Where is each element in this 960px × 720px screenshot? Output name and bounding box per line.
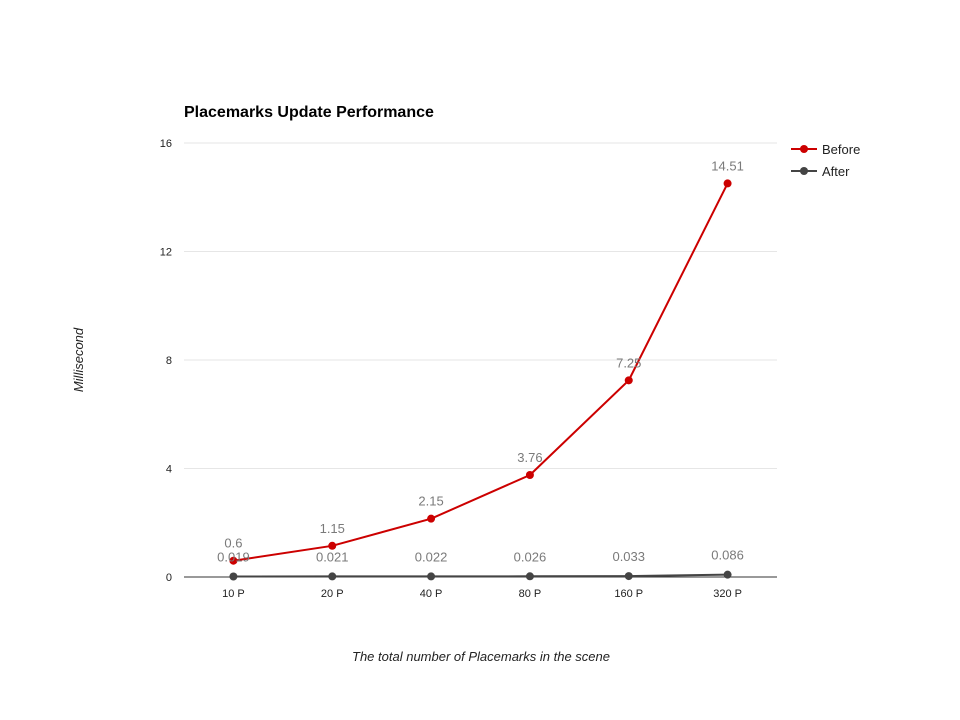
chart-title: Placemarks Update Performance bbox=[184, 104, 434, 121]
x-axis-ticks: 10 P 20 P 40 P 80 P 160 P 320 P bbox=[222, 588, 742, 600]
data-point-before bbox=[427, 514, 436, 523]
data-label-before: 3.76 bbox=[517, 450, 542, 465]
data-point-before bbox=[229, 556, 238, 565]
data-point-after bbox=[525, 572, 534, 581]
data-point-before bbox=[624, 376, 633, 385]
data-point-after bbox=[723, 570, 732, 579]
data-label-before: 14.51 bbox=[711, 158, 744, 173]
y-axis-title: Millisecond bbox=[71, 327, 86, 392]
data-label-before: 0.6 bbox=[224, 536, 242, 551]
y-tick-label: 12 bbox=[160, 247, 172, 259]
legend-label-after: After bbox=[822, 164, 850, 179]
data-label-before: 1.15 bbox=[320, 521, 345, 536]
data-label-before: 7.25 bbox=[616, 355, 641, 370]
series-group bbox=[229, 179, 732, 581]
legend-marker-after bbox=[800, 167, 808, 175]
legend-marker-before bbox=[800, 145, 808, 153]
y-tick-label: 16 bbox=[160, 138, 172, 150]
x-tick-label: 20 P bbox=[321, 588, 344, 600]
data-label-after: 0.019 bbox=[217, 549, 250, 564]
x-tick-label: 160 P bbox=[614, 588, 643, 600]
data-label-before: 2.15 bbox=[418, 494, 443, 509]
data-point-before bbox=[525, 471, 534, 480]
data-labels: 0.6 1.15 2.15 3.76 7.25 14.51 0.019 0.021 0.022 0… bbox=[217, 158, 744, 564]
data-point-before bbox=[723, 179, 732, 188]
data-point-after bbox=[229, 572, 238, 581]
x-tick-label: 10 P bbox=[222, 588, 245, 600]
y-tick-label: 8 bbox=[166, 355, 172, 367]
series-line-after bbox=[233, 573, 728, 578]
data-label-after: 0.033 bbox=[612, 549, 645, 564]
x-axis-title: The total number of Placemarks in the sc… bbox=[352, 649, 610, 664]
y-tick-label: 0 bbox=[166, 572, 172, 584]
series-line-before bbox=[233, 182, 729, 562]
data-point-before bbox=[328, 541, 337, 550]
x-tick-label: 40 P bbox=[420, 588, 443, 600]
x-tick-label: 80 P bbox=[519, 588, 542, 600]
gridlines bbox=[184, 142, 777, 469]
legend-label-before: Before bbox=[822, 142, 860, 157]
data-point-after bbox=[427, 572, 436, 581]
data-label-after: 0.026 bbox=[514, 549, 547, 564]
data-label-after: 0.086 bbox=[711, 548, 744, 563]
data-label-after: 0.021 bbox=[316, 549, 349, 564]
y-tick-label: 4 bbox=[166, 464, 172, 476]
data-label-after: 0.022 bbox=[415, 549, 448, 564]
data-point-after bbox=[328, 572, 337, 581]
data-point-after bbox=[624, 572, 633, 581]
x-tick-label: 320 P bbox=[713, 588, 742, 600]
y-axis-ticks: 0 4 8 12 16 bbox=[160, 138, 172, 584]
legend: Before After bbox=[791, 142, 860, 179]
